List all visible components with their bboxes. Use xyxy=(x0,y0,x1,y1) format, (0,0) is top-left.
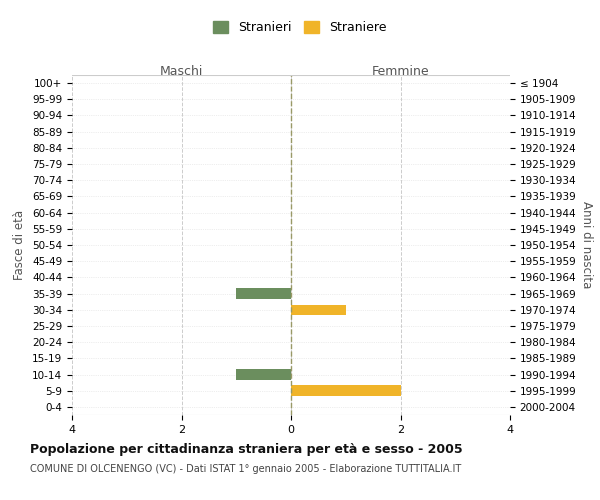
Text: Popolazione per cittadinanza straniera per età e sesso - 2005: Popolazione per cittadinanza straniera p… xyxy=(30,442,463,456)
Bar xyxy=(236,288,291,299)
Text: Femmine: Femmine xyxy=(371,66,430,78)
Legend: Stranieri, Straniere: Stranieri, Straniere xyxy=(208,16,392,40)
Text: COMUNE DI OLCENENGO (VC) - Dati ISTAT 1° gennaio 2005 - Elaborazione TUTTITALIA.: COMUNE DI OLCENENGO (VC) - Dati ISTAT 1°… xyxy=(30,464,461,474)
Y-axis label: Fasce di età: Fasce di età xyxy=(13,210,26,280)
Text: Maschi: Maschi xyxy=(160,66,203,78)
Bar xyxy=(236,370,291,380)
Bar xyxy=(291,304,346,315)
Y-axis label: Anni di nascita: Anni di nascita xyxy=(580,202,593,288)
Bar xyxy=(291,386,401,396)
